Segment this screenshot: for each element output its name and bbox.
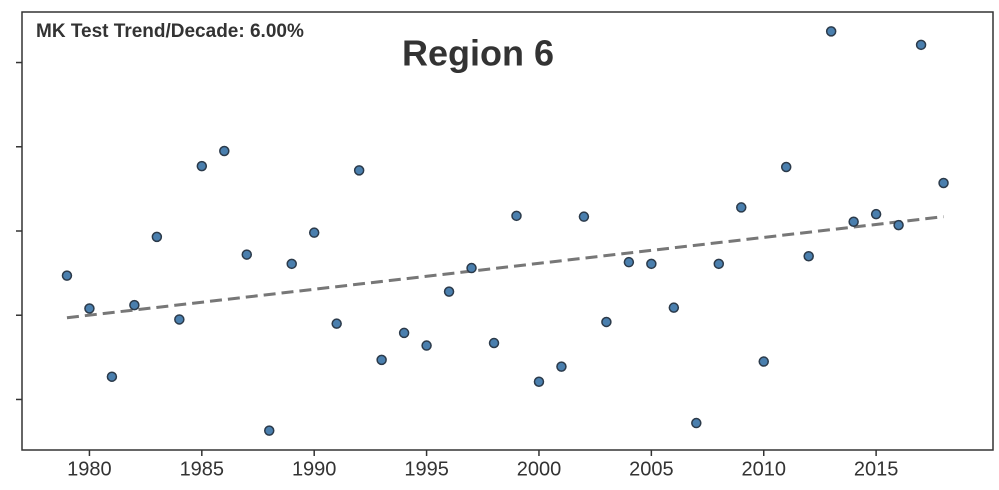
point (443, 286, 455, 297)
point (263, 425, 275, 436)
point (106, 371, 118, 382)
point (219, 145, 230, 157)
point (713, 258, 725, 270)
point (511, 210, 522, 222)
point (61, 270, 73, 281)
x-tick-label: 1985 (180, 458, 225, 480)
point (331, 318, 342, 329)
point (241, 249, 253, 260)
point (488, 337, 500, 349)
point (174, 314, 185, 325)
point (780, 161, 792, 173)
point (151, 231, 163, 243)
point (578, 211, 590, 222)
point (915, 39, 927, 51)
point (353, 165, 365, 176)
point (691, 417, 702, 429)
x-tick-label: 2015 (854, 458, 899, 480)
x-tick-label: 1980 (67, 458, 112, 480)
point (129, 299, 140, 311)
x-tick-label: 2000 (517, 458, 562, 480)
point (398, 327, 410, 339)
x-tick-label: 1995 (404, 458, 449, 480)
x-tick-label: 2010 (741, 458, 786, 480)
point (376, 354, 387, 366)
point (870, 208, 882, 220)
point (668, 302, 680, 313)
point (84, 303, 95, 314)
chart-title: Region 6 (402, 33, 554, 74)
x-tick-label: 1990 (292, 458, 337, 480)
point (758, 356, 769, 367)
annotation: MK Test Trend/Decade: 6.00% (36, 21, 304, 42)
point (533, 376, 545, 388)
point (803, 251, 814, 262)
point (623, 256, 635, 268)
x-tick-label: 2005 (629, 458, 674, 480)
point (848, 216, 859, 227)
point (825, 26, 837, 37)
point (646, 258, 657, 270)
point (308, 227, 320, 238)
point (893, 219, 904, 231)
plot-frame (21, 11, 994, 451)
point (736, 202, 747, 213)
point (601, 316, 612, 328)
point (421, 340, 432, 351)
point (938, 177, 949, 189)
point (556, 361, 567, 372)
point (286, 258, 297, 270)
point (196, 160, 208, 172)
point (466, 262, 477, 274)
trend-line (66, 215, 944, 320)
